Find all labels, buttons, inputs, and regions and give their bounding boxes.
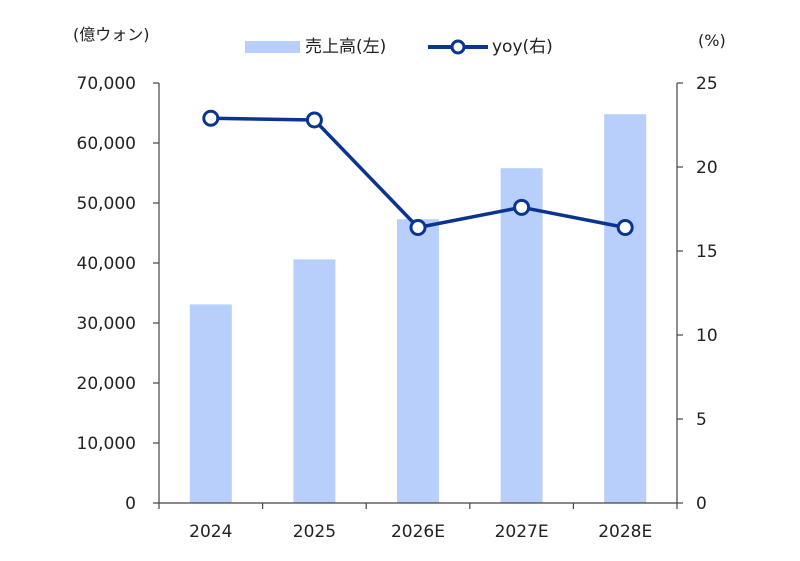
left-tick-label: 20,000 (77, 374, 136, 394)
yoy-point-2027E (513, 198, 531, 216)
x-tick-label: 2027E (495, 522, 549, 542)
x-tick-label: 2026E (391, 522, 445, 542)
x-tick-label: 2028E (598, 522, 652, 542)
yoy-point-2026E (409, 218, 427, 236)
left-tick-label: 60,000 (77, 134, 136, 154)
right-axis-unit-label: (%) (698, 31, 726, 50)
legend: 売上高(左) yoy(右) (245, 37, 553, 57)
bar-2028E (604, 114, 647, 503)
yoy-point-2025 (305, 111, 323, 129)
bar-2026E (397, 219, 439, 503)
left-axis-unit-label: (億ウォン) (73, 25, 150, 44)
yoy-point-2028E (616, 218, 634, 236)
x-tick-label: 2025 (293, 522, 336, 542)
legend-label-bar: 売上高(左) (305, 37, 386, 57)
right-tick-label: 15 (696, 242, 718, 262)
bars-layer (189, 114, 647, 503)
left-tick-label: 30,000 (77, 314, 136, 334)
left-tick-label: 0 (125, 494, 136, 514)
left-tick-label: 70,000 (77, 74, 136, 94)
left-tick-label: 50,000 (77, 194, 136, 214)
right-tick-label: 10 (696, 326, 718, 346)
legend-swatch-marker (450, 39, 466, 55)
x-tick-label: 2024 (189, 522, 232, 542)
legend-swatch-bar (245, 41, 300, 53)
bar-2027E (500, 168, 543, 503)
yoy-line (210, 116, 626, 230)
bar-2025 (293, 259, 336, 503)
right-tick-label: 5 (696, 410, 707, 430)
yoy-point-2024 (202, 109, 220, 127)
right-tick-label: 20 (696, 158, 718, 178)
right-tick-label: 0 (696, 494, 707, 514)
left-tick-label: 40,000 (77, 254, 136, 274)
left-tick-label: 10,000 (77, 434, 136, 454)
right-tick-label: 25 (696, 74, 718, 94)
axes-layer: 0 10,000 20,000 30,000 40,000 50,000 60,000 70,… (77, 74, 718, 542)
line-layer (202, 109, 634, 236)
bar-2024 (189, 304, 232, 503)
legend-label-line: yoy(右) (492, 37, 553, 57)
